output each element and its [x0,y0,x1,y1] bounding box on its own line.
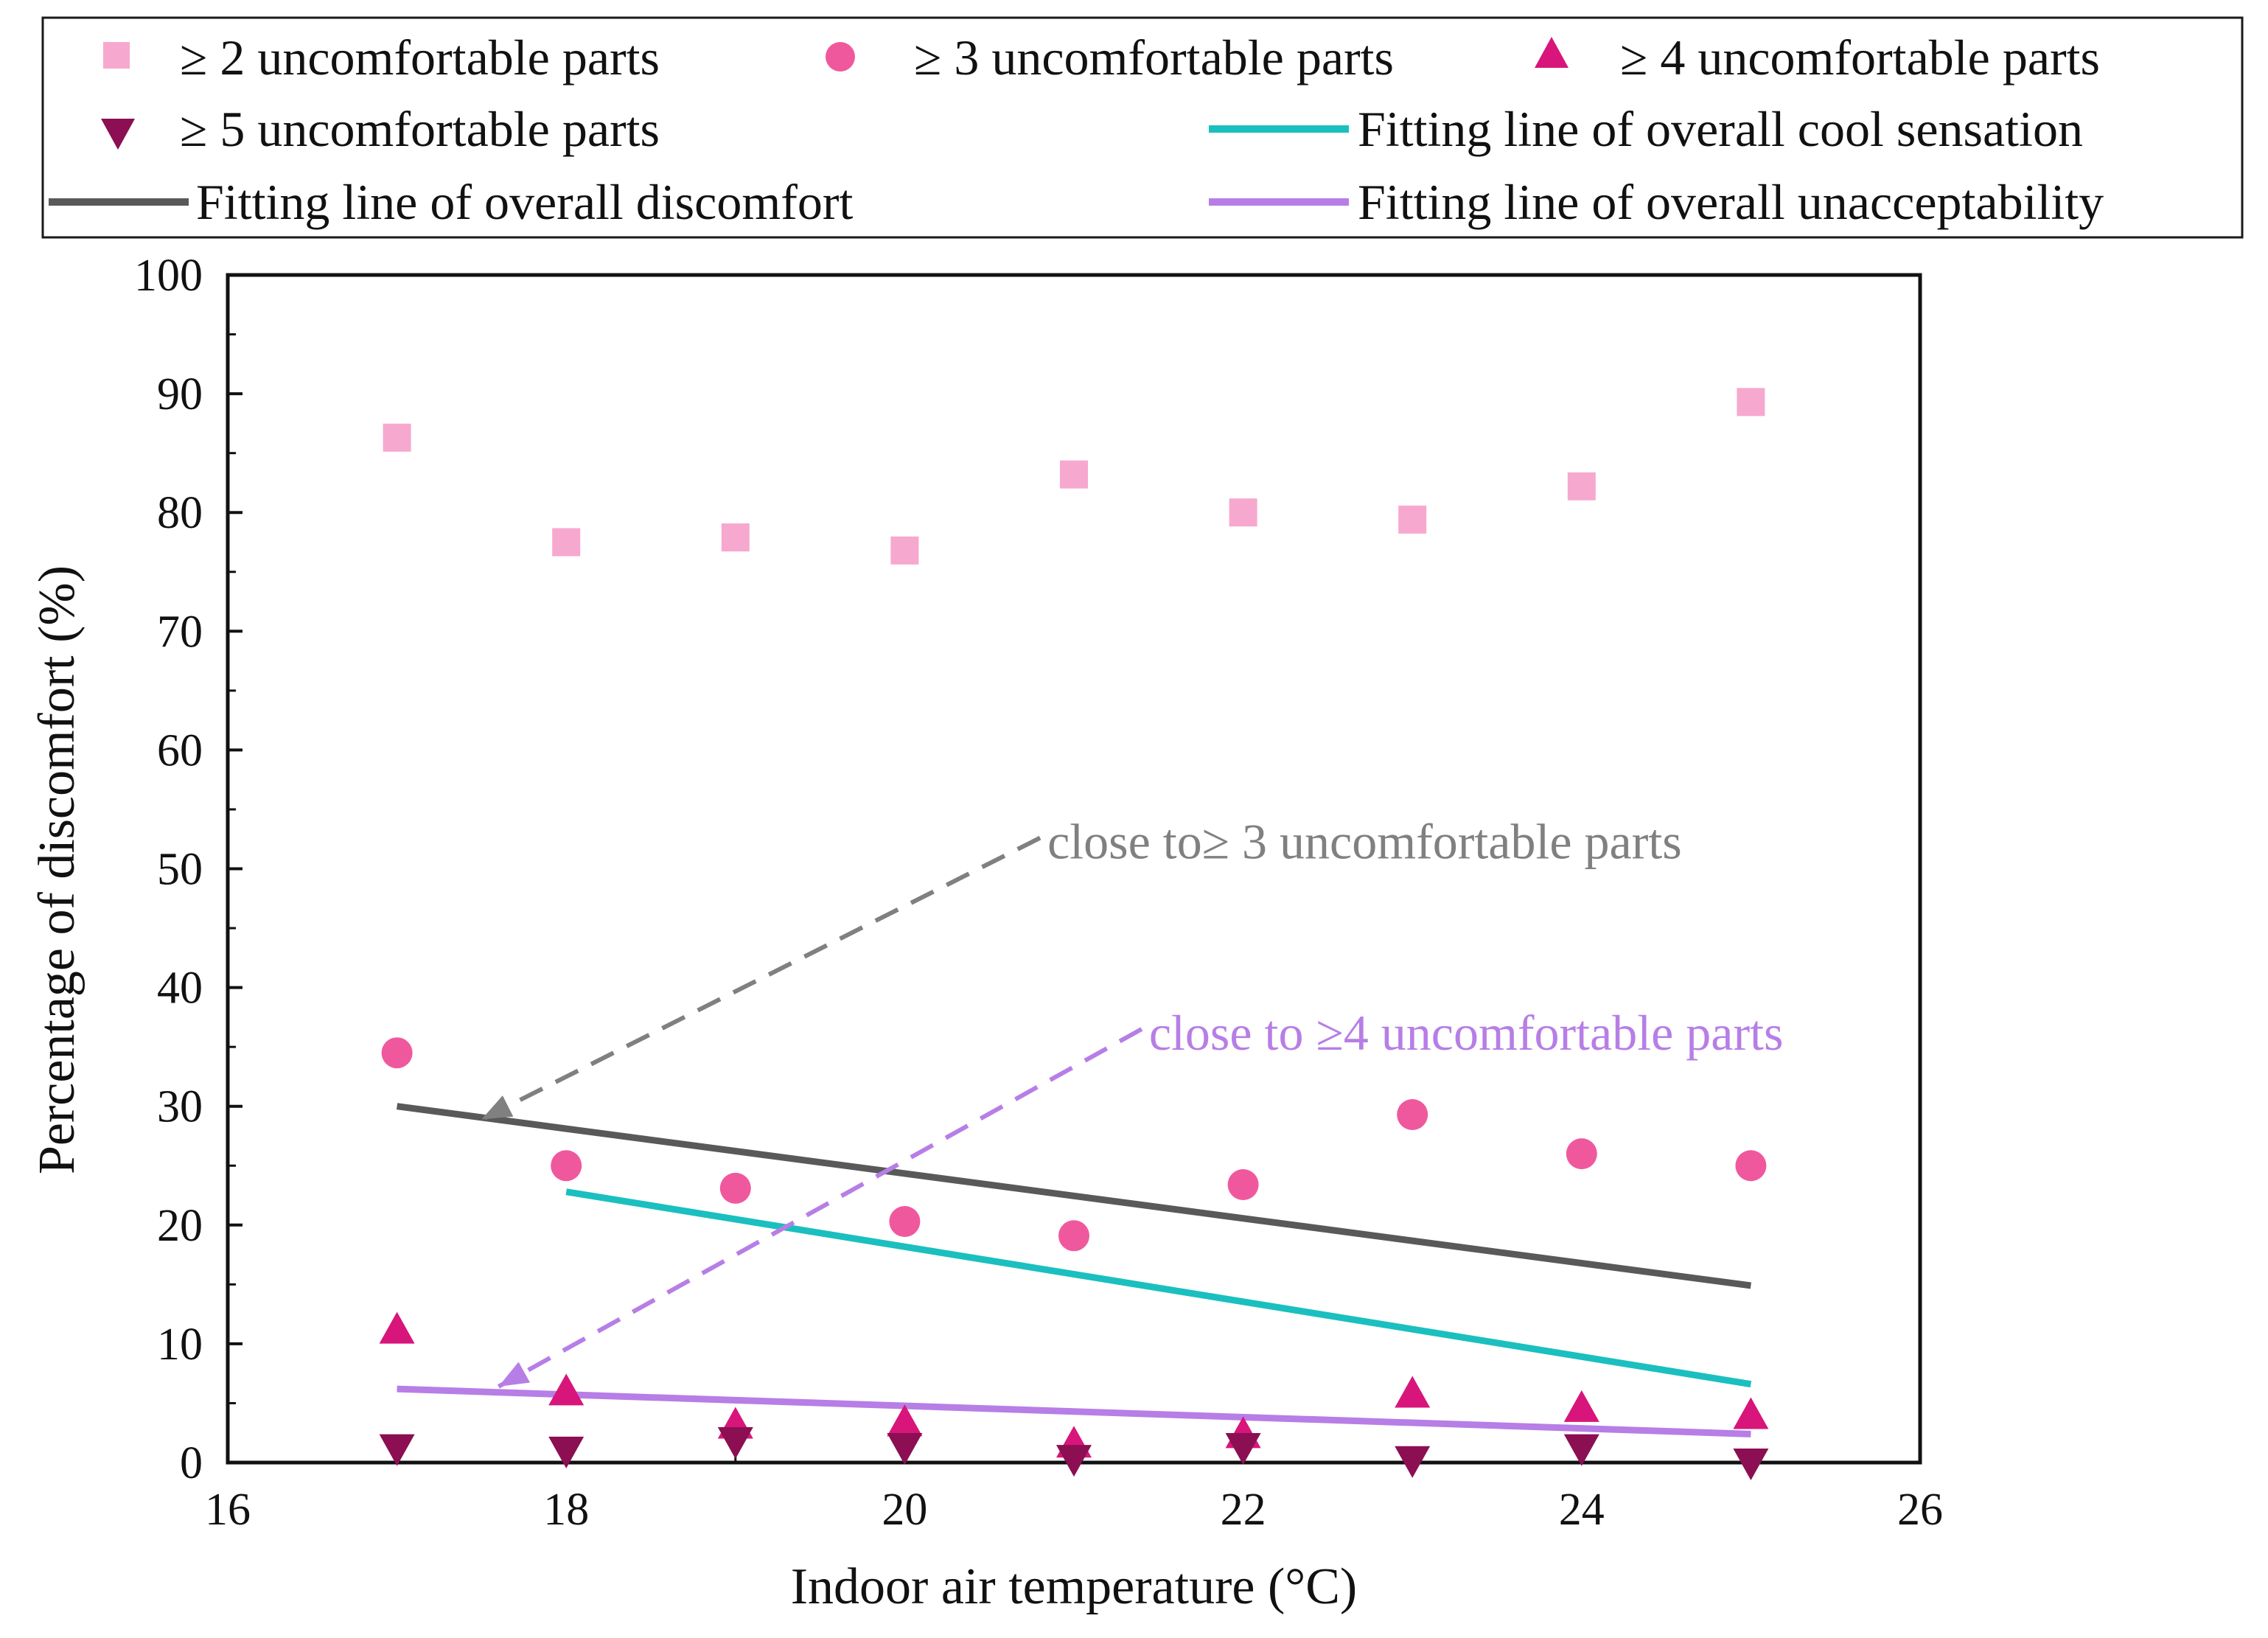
annotation-ge3-arrowhead-icon [481,1095,514,1120]
axis-ticks: 16 18 20 22 24 26 0 10 20 30 40 50 60 70 80 90 100 [134,251,1943,1535]
point-triangle-down [1395,1446,1431,1478]
y-tick-label: 30 [157,1082,203,1132]
y-axis-title: Percentage of discomfort (%) [29,565,86,1174]
annotations: close to≥ 3 uncomfortable parts close to … [481,814,1784,1389]
legend-triangle-down-marker-icon [101,119,135,150]
point-triangle-up [379,1311,415,1344]
point-circle [889,1205,921,1237]
point-square [1737,388,1765,417]
annotation-ge4-arrow-line [497,1027,1143,1389]
legend-frame [41,16,2244,239]
y-tick-label: 50 [157,845,203,895]
point-circle [1058,1220,1089,1252]
point-triangle-up [1563,1390,1599,1422]
x-tick-label: 26 [1897,1485,1943,1535]
x-axis-title: Indoor air temperature (°C) [791,1558,1358,1615]
point-circle [1566,1138,1597,1170]
legend-item-cool-sensation: Fitting line of overall cool sensation [1209,101,2083,157]
point-square [552,528,581,557]
legend-item-unacceptability: Fitting line of overall unacceptability [1209,174,2104,230]
y-tick-label: 60 [157,725,203,776]
fit-lines [397,1103,1752,1437]
legend-label-discomfort: Fitting line of overall discomfort [196,174,854,230]
point-triangle-down [1056,1445,1092,1477]
x-tick-label: 16 [205,1485,251,1535]
annotation-ge3-label: close to≥ 3 uncomfortable parts [1047,814,1682,870]
point-circle [719,1172,751,1204]
legend-label-cool-sensation: Fitting line of overall cool sensation [1358,101,2083,157]
x-tick-label: 18 [543,1485,589,1535]
y-tick-label: 80 [157,488,203,538]
point-square [1398,505,1427,534]
legend-label-unacceptability: Fitting line of overall unacceptability [1358,174,2104,230]
point-triangle-down [548,1436,585,1468]
legend: ≥ 2 uncomfortable parts ≥ 3 uncomfortabl… [41,16,2244,239]
data-points [379,388,1769,1480]
legend-item-ge5: ≥ 5 uncomfortable parts [101,101,660,157]
legend-square-marker-icon [103,42,130,69]
y-tick-label: 70 [157,607,203,657]
legend-item-ge3: ≥ 3 uncomfortable parts [826,29,1394,86]
point-circle [381,1037,413,1069]
point-square [721,523,750,552]
annotation-ge3-arrow-line [481,835,1041,1122]
point-circle [551,1150,582,1182]
legend-label-ge5: ≥ 5 uncomfortable parts [180,101,660,157]
annotation-ge4-label: close to ≥4 uncomfortable parts [1149,1005,1784,1061]
fit-line-cool-sensation [565,1188,1752,1388]
point-triangle-up [1395,1376,1431,1408]
x-tick-label: 24 [1559,1485,1605,1535]
y-tick-label: 10 [157,1320,203,1370]
point-triangle-down [887,1433,923,1466]
y-tick-label: 0 [180,1438,203,1488]
legend-item-ge4: ≥ 4 uncomfortable parts [1535,29,2100,86]
point-circle [1397,1098,1428,1130]
x-tick-label: 20 [882,1485,927,1535]
x-tick-label: 22 [1221,1485,1266,1535]
point-triangle-down [717,1427,753,1460]
fit-line-unacceptability [397,1385,1751,1437]
point-square [1060,460,1088,489]
y-tick-label: 20 [157,1201,203,1251]
legend-item-ge2: ≥ 2 uncomfortable parts [103,29,660,86]
legend-label-ge3: ≥ 3 uncomfortable parts [914,29,1394,86]
point-square [383,423,411,452]
point-square [1229,498,1257,527]
annotation-ge4-arrowhead-icon [498,1362,531,1387]
legend-label-ge2: ≥ 2 uncomfortable parts [180,29,660,86]
legend-circle-marker-icon [826,42,855,72]
y-tick-label: 40 [157,963,203,1014]
point-triangle-up [1733,1397,1769,1429]
point-square [890,536,919,565]
point-triangle-down [1225,1433,1261,1466]
y-tick-label: 100 [134,251,203,301]
fit-line-discomfort [397,1103,1751,1289]
point-circle [1227,1169,1259,1201]
point-triangle-up [887,1404,923,1437]
legend-label-ge4: ≥ 4 uncomfortable parts [1620,29,2100,86]
point-circle [1735,1150,1767,1182]
legend-triangle-up-marker-icon [1535,37,1569,68]
legend-item-discomfort: Fitting line of overall discomfort [49,174,854,230]
point-triangle-down [1733,1449,1769,1480]
point-square [1567,472,1596,501]
point-triangle-down [1563,1434,1599,1466]
point-triangle-down [379,1434,415,1466]
y-tick-label: 90 [157,369,203,419]
point-triangle-up [548,1373,585,1406]
